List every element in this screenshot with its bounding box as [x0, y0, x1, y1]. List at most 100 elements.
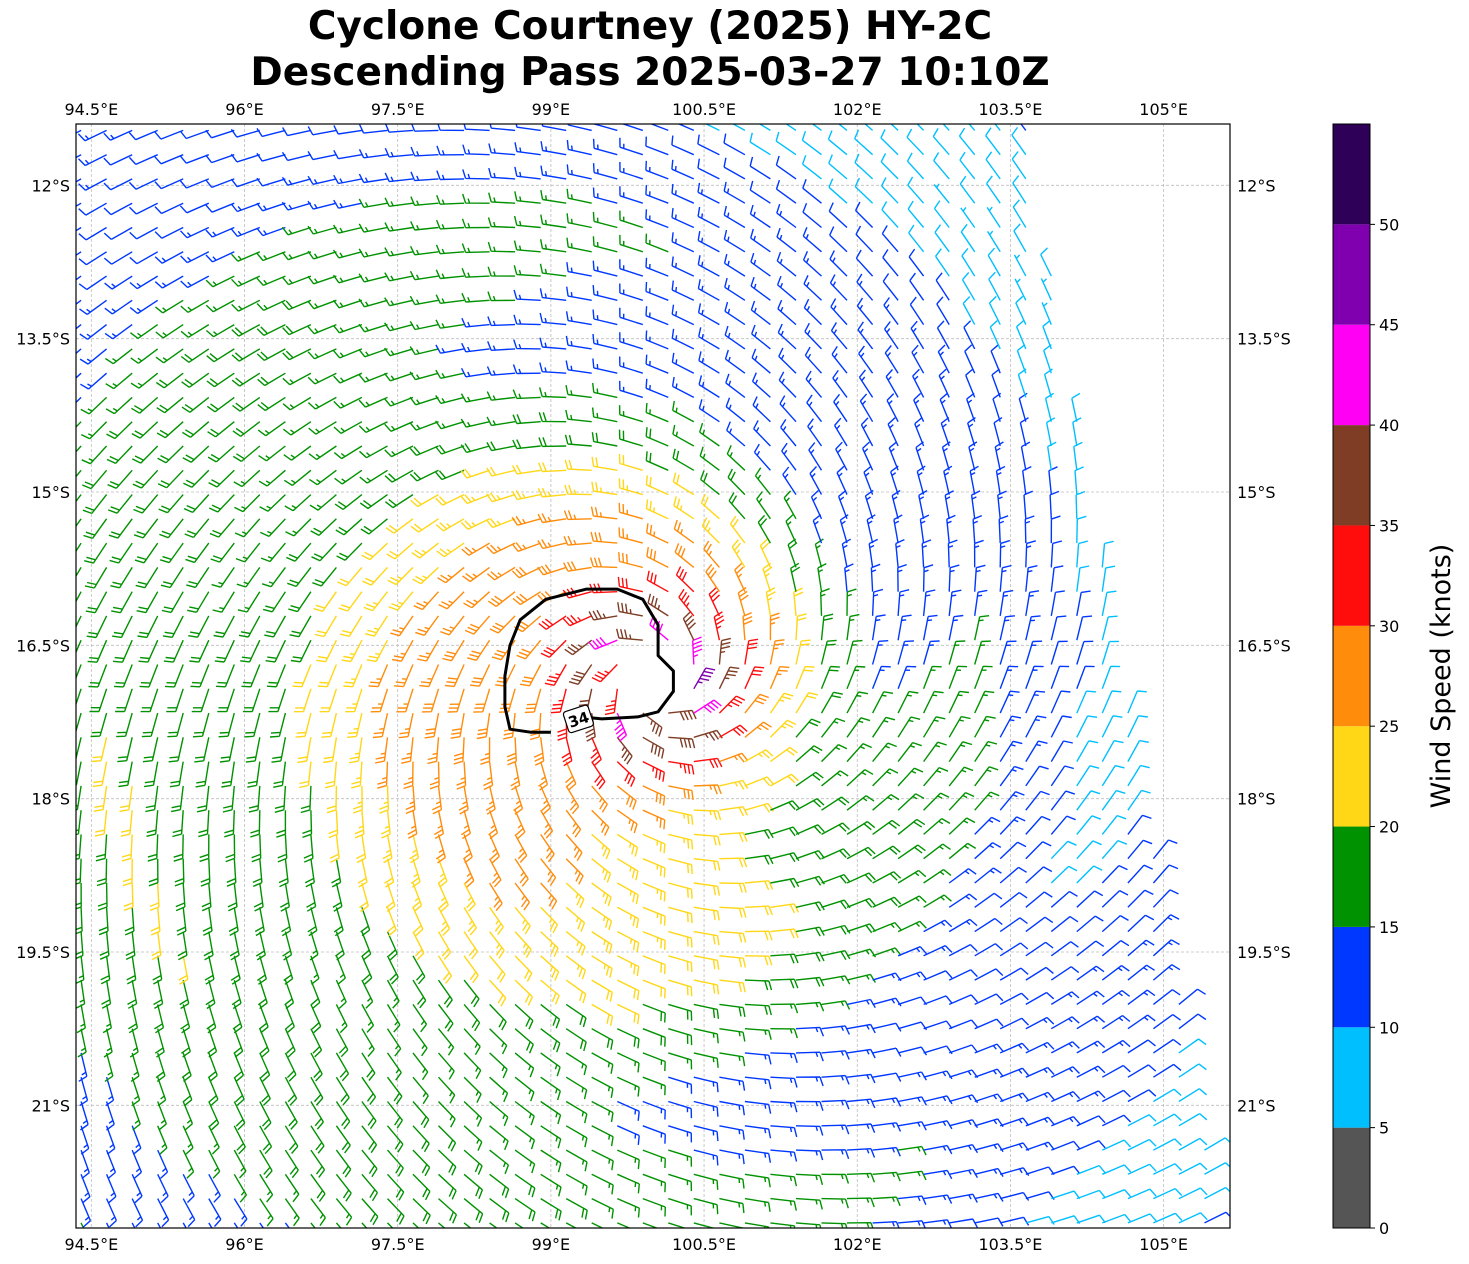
wind-barb	[76, 542, 82, 553]
wind-barb	[719, 1125, 745, 1140]
wind-barb	[588, 637, 618, 650]
wind-barb	[129, 202, 159, 215]
wind-barb	[513, 289, 541, 301]
wind-barb	[453, 737, 465, 765]
wind-barb	[731, 539, 746, 568]
wind-barb	[282, 396, 312, 411]
wind-barb	[756, 491, 771, 520]
wind-barb	[241, 664, 261, 688]
wind-barb	[795, 1125, 824, 1136]
wind-barb	[214, 639, 235, 663]
wind-barb	[1101, 1039, 1131, 1054]
wind-barb	[645, 209, 669, 229]
wind-barb	[1127, 864, 1153, 884]
wind-barb	[922, 640, 940, 665]
wind-barb	[677, 124, 695, 132]
wind-barb	[358, 421, 388, 434]
wind-barb	[671, 135, 695, 156]
wind-barb	[693, 729, 723, 741]
wind-barb	[514, 191, 541, 204]
wind-barb	[668, 1197, 692, 1216]
wind-barb	[795, 798, 825, 811]
wind-barb	[361, 979, 374, 1009]
wind-barb	[250, 810, 261, 838]
wind-barb	[589, 557, 618, 569]
wind-barb	[247, 761, 261, 788]
wind-barb	[871, 588, 884, 616]
wind-barb	[1153, 1212, 1183, 1224]
wind-barb	[1204, 1186, 1230, 1200]
wind-barb	[384, 247, 414, 257]
wind-barb	[307, 323, 337, 335]
wind-barb	[939, 392, 950, 422]
wind-barb	[282, 421, 312, 436]
wind-barb	[228, 907, 239, 937]
wind-barb	[438, 1125, 457, 1152]
wind-barb	[1076, 890, 1104, 908]
wind-barb	[642, 1125, 666, 1144]
wind-barb	[1048, 466, 1058, 495]
wind-barb	[489, 955, 506, 983]
wind-barb	[487, 217, 516, 229]
wind-barb	[240, 639, 261, 663]
wind-barb	[79, 1101, 89, 1131]
wind-barb	[83, 518, 108, 539]
wind-barb	[80, 1125, 90, 1155]
wind-barb	[618, 453, 643, 471]
wind-barb	[1076, 1015, 1106, 1030]
wind-barb	[590, 737, 602, 767]
wind-barb	[358, 372, 388, 383]
wind-barb	[1050, 665, 1070, 690]
wind-barb	[405, 785, 416, 815]
wind-barb	[737, 586, 749, 617]
wind-barb	[486, 391, 516, 401]
wind-barb	[642, 809, 666, 830]
wind-barb	[591, 931, 613, 954]
wind-barb	[948, 614, 964, 641]
wind-barb	[645, 257, 669, 277]
wind-barb	[1011, 151, 1027, 180]
wind-barb	[489, 931, 505, 959]
wind-barb	[182, 1222, 187, 1228]
wind-barb	[814, 538, 824, 568]
wind-barb	[898, 1195, 927, 1205]
wind-barb	[795, 1222, 822, 1228]
wind-barb	[105, 1101, 115, 1131]
wind-barb	[697, 134, 720, 156]
wind-barb	[230, 202, 261, 213]
y-tick-label-left: 12°S	[31, 176, 70, 195]
wind-barb	[753, 420, 771, 447]
wind-barb	[456, 761, 467, 790]
wind-barb	[846, 948, 877, 958]
wind-barb	[463, 979, 480, 1008]
wind-barb	[437, 882, 449, 912]
wind-barb	[795, 1076, 824, 1087]
wind-barb	[617, 1197, 640, 1218]
wind-barb	[821, 1074, 850, 1085]
wind-barb	[310, 1125, 325, 1154]
wind-barb	[781, 442, 797, 471]
wind-barb	[307, 275, 337, 285]
wind-barb	[538, 437, 567, 448]
wind-barb	[540, 1222, 551, 1228]
wind-barb	[539, 312, 567, 326]
wind-barb	[284, 1076, 298, 1106]
wind-barb	[898, 1220, 926, 1228]
wind-barb	[668, 1028, 693, 1046]
wind-barb	[201, 882, 212, 912]
wind-barb	[78, 251, 107, 266]
wind-barb	[999, 589, 1014, 617]
wind-barb	[1050, 715, 1072, 738]
wind-barb	[467, 639, 491, 661]
wind-barb	[872, 768, 899, 787]
colorbar-tick-label: 20	[1379, 818, 1399, 837]
wind-barb	[333, 421, 363, 435]
wind-barb	[94, 810, 108, 837]
wind-barb	[307, 372, 337, 385]
wind-barb	[1050, 540, 1063, 568]
wind-barb	[105, 396, 133, 415]
wind-barb	[646, 546, 669, 569]
chart-title: Cyclone Courtney (2025) HY-2C Descending…	[0, 4, 1300, 96]
wind-barb	[409, 834, 420, 864]
wind-barb	[923, 1020, 953, 1030]
